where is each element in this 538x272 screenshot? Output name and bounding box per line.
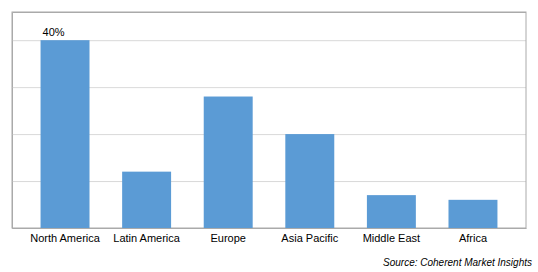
annotation: 40% [43, 26, 65, 38]
bar [122, 172, 171, 228]
x-tick: Africa [459, 232, 488, 244]
x-tick-label: Europe [210, 232, 245, 244]
x-tick: Latin America [113, 232, 181, 244]
bar [367, 195, 416, 228]
x-tick-label: Middle East [363, 232, 420, 244]
source: Source: Coherent Market Insights [383, 257, 532, 268]
y-tick [12, 228, 526, 229]
x-tick-label: Africa [459, 232, 488, 244]
x-tick-label: Asia Pacific [281, 232, 338, 244]
x-tick: North America [30, 232, 101, 244]
y-axis-line [13, 13, 527, 229]
bars [41, 40, 498, 228]
bar [448, 200, 497, 228]
x-tick-label: North America [30, 232, 101, 244]
x-tick: Europe [210, 232, 245, 244]
x-tick: Asia Pacific [281, 232, 338, 244]
plot-frame [12, 12, 526, 228]
x-axis: North America Latin America Europe Asia Pac… [13, 229, 527, 244]
chart: North America Latin America Europe Asia Pac… [0, 0, 538, 272]
y-axis [12, 13, 526, 229]
grid-line [12, 228, 526, 229]
x-axis-line [13, 228, 527, 229]
x-tick: Middle East [363, 232, 420, 244]
plot: North America Latin America Europe Asia Pac… [12, 12, 527, 244]
bar [285, 134, 334, 228]
x-tick-label: Latin America [113, 232, 181, 244]
bar [41, 40, 90, 228]
bar [204, 97, 253, 228]
